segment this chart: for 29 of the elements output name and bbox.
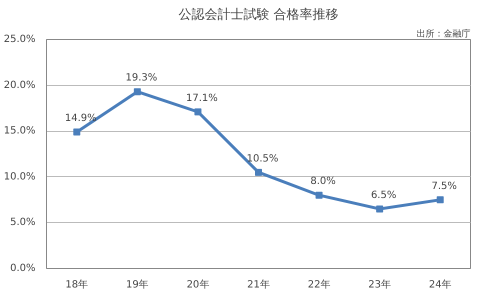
point bbox=[376, 205, 384, 212]
data-label: 17.1% bbox=[186, 92, 218, 104]
point bbox=[436, 196, 444, 204]
x-tick-label: 22年 bbox=[308, 278, 330, 290]
y-tick-label: 10.0% bbox=[4, 171, 36, 182]
x-tick-label: 21年 bbox=[247, 278, 270, 290]
x-tick-label: 20年 bbox=[186, 278, 210, 290]
point bbox=[73, 128, 80, 136]
chart-title: 公認会計士試験 合格率推移 bbox=[178, 6, 339, 22]
point bbox=[255, 168, 262, 176]
x-tick-label: 19年 bbox=[126, 278, 149, 290]
x-tick-label: 24年 bbox=[428, 278, 452, 290]
text: 出所：金融庁 bbox=[416, 28, 470, 40]
data-label: 6.5% bbox=[370, 190, 396, 201]
data-label: 10.5% bbox=[246, 153, 278, 164]
y-tick-label: 0.0% bbox=[10, 263, 36, 274]
y-tick-label: 15.0% bbox=[4, 126, 36, 137]
data-label: 8.0% bbox=[310, 176, 336, 188]
data-label: 19.3% bbox=[125, 72, 158, 84]
y-tick-label: 20.0% bbox=[4, 80, 36, 91]
y-tick-label: 5.0% bbox=[10, 217, 36, 228]
data-label: 7.5% bbox=[432, 180, 457, 192]
x-tick-label: 18年 bbox=[65, 278, 88, 290]
point bbox=[194, 108, 202, 116]
y-tick-label: 25.0% bbox=[4, 34, 36, 45]
x-tick-label: 23年 bbox=[368, 278, 392, 290]
data-label: 14.9% bbox=[64, 113, 97, 124]
point bbox=[134, 88, 141, 96]
point bbox=[316, 192, 323, 199]
